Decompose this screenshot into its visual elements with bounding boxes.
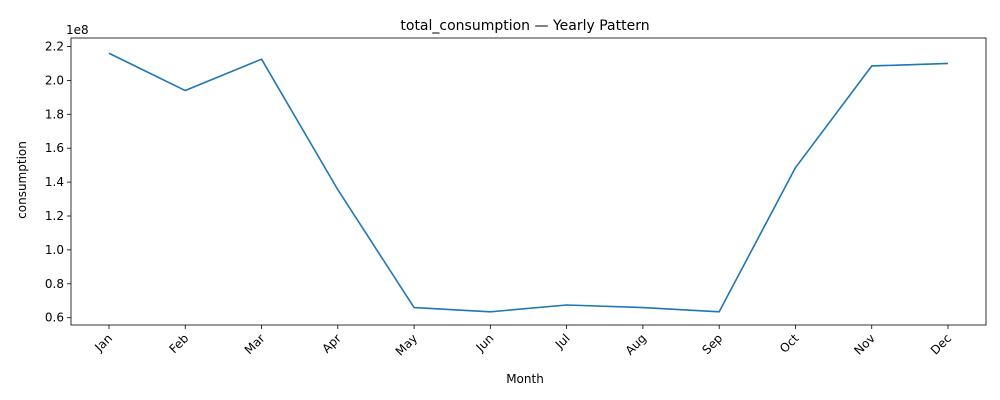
- x-tick-label-oct: Oct: [777, 331, 802, 356]
- y-axis: 0.6 0.8 1.0 1.2 1.4 1.6 1.8 2.0 2.2: [45, 39, 71, 325]
- x-tick-label-sep: Sep: [699, 331, 725, 357]
- plot-area: [70, 37, 987, 326]
- plot-frame: [70, 37, 987, 326]
- y-tick-label: 1.0: [45, 243, 64, 257]
- x-tick-label-may: May: [393, 331, 420, 358]
- x-tick-label-jan: Jan: [91, 331, 115, 355]
- x-tick-label-nov: Nov: [851, 331, 877, 357]
- y-tick-label: 0.8: [45, 277, 64, 291]
- x-tick-label-feb: Feb: [166, 331, 191, 356]
- y-tick-label: 1.6: [45, 141, 64, 155]
- y-tick-label: 2.0: [45, 73, 64, 87]
- chart-title: total_consumption — Yearly Pattern: [400, 18, 649, 34]
- y-axis-label: consumption: [15, 141, 29, 219]
- series-line-0: [108, 52, 949, 313]
- x-tick-label-aug: Aug: [623, 331, 649, 357]
- y-tick-label: 1.8: [45, 107, 64, 121]
- x-tick-label-jun: Jun: [473, 331, 497, 355]
- x-tick-label-apr: Apr: [319, 331, 344, 356]
- x-tick-label-mar: Mar: [242, 331, 268, 357]
- y-tick-label: 1.2: [45, 209, 64, 223]
- x-tick-label-dec: Dec: [928, 331, 954, 357]
- y-axis-scale-label: 1e8: [66, 23, 89, 37]
- x-axis: Jan Feb Mar Apr May Jun Jul Aug Sep Oct Nov Dec: [91, 325, 954, 359]
- x-tick-label-jul: Jul: [552, 331, 573, 352]
- x-axis-label: Month: [506, 372, 544, 386]
- y-tick-label: 1.4: [45, 175, 64, 189]
- y-tick-label: 2.2: [45, 39, 64, 53]
- y-tick-label: 0.6: [45, 311, 64, 325]
